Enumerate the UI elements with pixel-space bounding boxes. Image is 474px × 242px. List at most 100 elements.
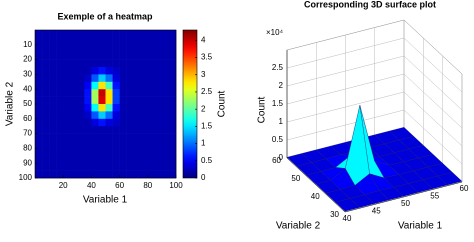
z-tick-label: 1 [279,117,284,126]
heatmap-cell [126,67,134,75]
heatmap-cell [119,96,127,105]
z-tick-label: 2 [279,81,284,90]
heatmap-cell [161,163,170,171]
heatmap-cell [112,133,120,142]
heatmap-cell [168,104,177,112]
surface-y-label: Variable 2 [276,221,321,232]
heatmap-cell [63,163,71,171]
heatmap-cell [84,59,92,68]
heatmap-cell [84,30,92,38]
y-tick-label: 50 [23,99,32,108]
heatmap-cell [91,89,99,97]
heatmap-cell [42,59,50,68]
z-exponent: ×10⁴ [266,28,284,37]
heatmap-cell [35,141,43,149]
heatmap-cell [77,133,85,142]
heatmap-cell [70,141,78,149]
heatmap-cell [147,52,156,60]
heatmap-cell [42,89,50,97]
heatmap-cell [49,59,57,68]
heatmap-cell [119,89,127,97]
heatmap-cell [147,111,156,120]
heatmap-cell [35,37,43,46]
heatmap-cell [154,111,163,120]
heatmap-cell [63,133,71,142]
heatmap-cell [147,74,156,83]
heatmap-cell [63,44,71,53]
heatmap-cell [154,44,163,53]
heatmap-cell [56,44,64,53]
heatmap-cell [154,74,163,83]
heatmap-cell [112,30,120,38]
heatmap-cell [35,148,43,157]
heatmap-cell [56,67,64,75]
y-tick-label: 30 [23,70,32,79]
heatmap-cell [77,37,85,46]
heatmap-cell [147,133,156,142]
heatmap-cell [126,96,134,105]
heatmap-cell [35,52,43,60]
heatmap-cell [112,67,120,75]
heatmap-cell [70,104,78,112]
heatmap-cell [133,148,142,157]
grid-line [403,91,463,147]
heatmap-cell [63,59,71,68]
heatmap-cell [84,81,92,90]
heatmap-cell [84,126,92,134]
heatmap-cell [168,30,177,38]
heatmap-cell [56,133,64,142]
heatmap-cell [140,148,149,157]
heatmap-cell [98,74,106,83]
heatmap-cell [35,74,43,83]
heatmap-cell [56,52,64,60]
heatmap-cell [154,133,163,142]
heatmap-cell [133,141,142,149]
heatmap-cell [56,163,64,171]
x-tick-label: 80 [143,181,152,190]
heatmap-cell [105,170,113,179]
heatmap-cell [91,170,99,179]
heatmap-cell [70,96,78,105]
heatmap-cell [133,89,142,97]
grid-line [403,37,463,93]
heatmap-cell [42,67,50,75]
y-tick-label: 70 [23,129,32,138]
heatmap-cell [119,163,127,171]
heatmap-cell [91,30,99,38]
heatmap-cell [63,126,71,134]
heatmap-cell [56,118,64,127]
heatmap-cell [35,170,43,179]
heatmap-cell [154,104,163,112]
heatmap-cell [91,163,99,171]
heatmap-cell [112,148,120,157]
heatmap-cell [112,118,120,127]
heatmap-cell [84,37,92,46]
heatmap-cell [126,59,134,68]
heatmap-cell [140,111,149,120]
x-tick-label: 55 [430,192,439,201]
heatmap-cell [154,118,163,127]
heatmap-cell [63,52,71,60]
x-tick-label: 20 [59,181,68,190]
heatmap-cell [105,30,113,38]
heatmap-cell [56,96,64,105]
heatmap-cell [84,155,92,164]
heatmap-cell [161,59,170,68]
heatmap-cell [140,30,149,38]
heatmap-cell [168,163,177,171]
heatmap-cell [154,163,163,171]
heatmap-cell [168,148,177,157]
heatmap-cell [49,81,57,90]
x-tick-label: 45 [372,207,381,216]
heatmap-cell [112,89,120,97]
heatmap-cell [91,148,99,157]
heatmap-cell [140,163,149,171]
heatmap-cell [147,37,156,46]
heatmap-cell [35,126,43,134]
heatmap-cell [105,37,113,46]
heatmap-cell [126,104,134,112]
y-tick-label: 80 [23,144,32,153]
heatmap-cell [133,163,142,171]
heatmap-cell [70,52,78,60]
heatmap-cell [35,81,43,90]
